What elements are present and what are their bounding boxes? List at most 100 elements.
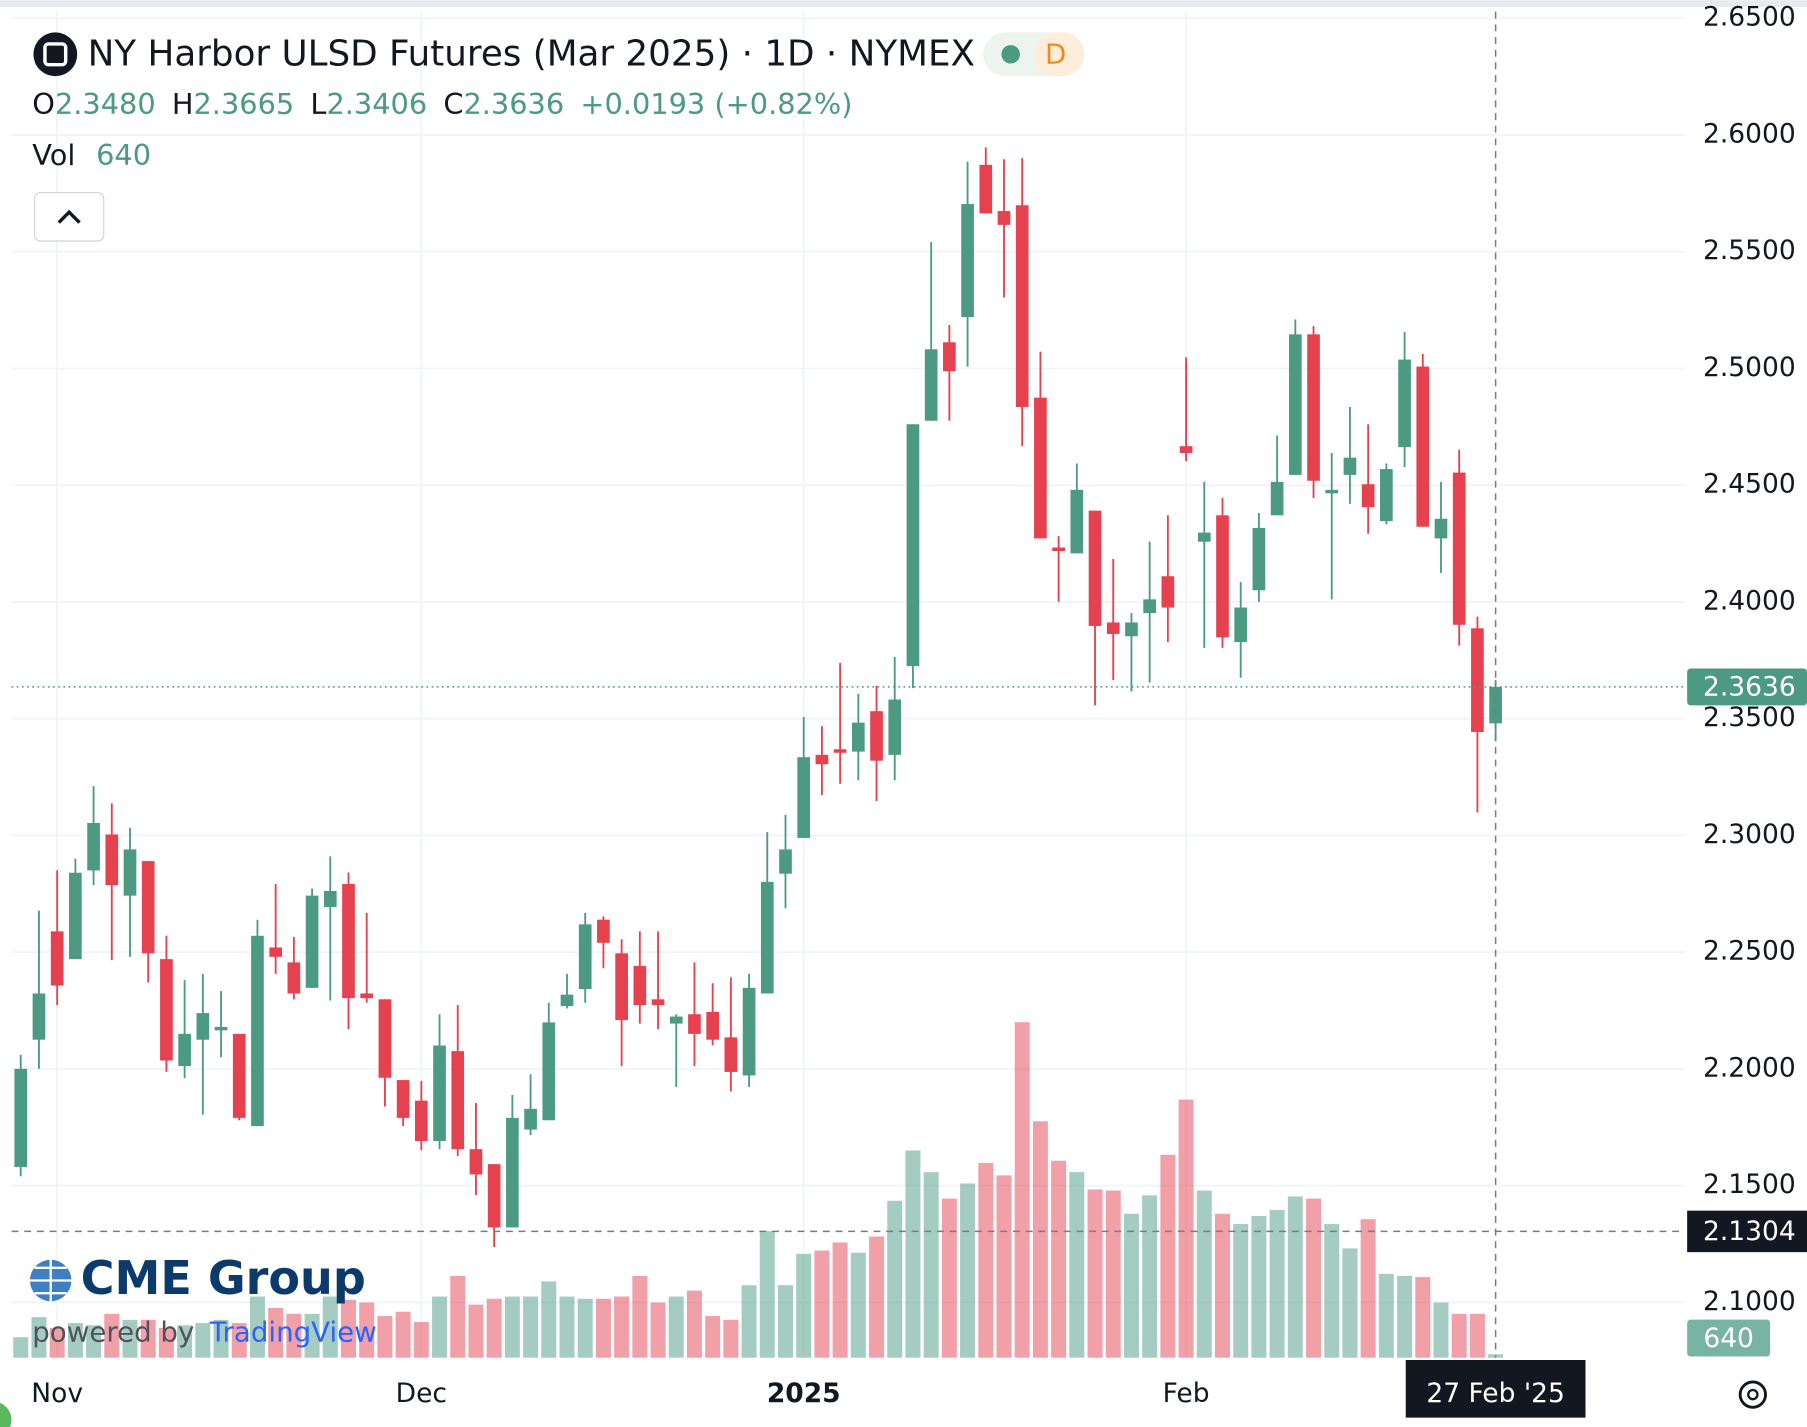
candle-body [542, 1022, 556, 1121]
candle-body [251, 935, 264, 1127]
candle-body [833, 749, 847, 753]
candle-body [633, 965, 647, 1006]
candle-body [1034, 397, 1047, 539]
candle-body [578, 924, 592, 990]
interval-badge-bg [1033, 32, 1085, 77]
volume-bar [705, 1316, 721, 1358]
volume-bar [1287, 1196, 1303, 1358]
corner-indicator [0, 1402, 12, 1427]
symbol-icon [33, 32, 78, 77]
volume-bar [86, 1325, 102, 1358]
x-tick-label: 2025 [767, 1378, 841, 1409]
chart-title: NY Harbor ULSD Futures (Mar 2025) · 1D ·… [88, 33, 975, 74]
candle-body [924, 349, 938, 421]
candle-body [1015, 205, 1029, 407]
volume-bar [650, 1302, 666, 1358]
candle-body [742, 987, 756, 1076]
volume-bar [559, 1296, 575, 1358]
cme-globe-lines [29, 1259, 72, 1302]
y-tick-label: 2.3000 [1703, 819, 1796, 850]
candle-body [1088, 510, 1102, 626]
volume-bar [1215, 1213, 1230, 1358]
candle-body [50, 931, 64, 986]
candle-body [779, 849, 792, 874]
ohlc-value: 2.3636 [463, 87, 564, 121]
y-tick-label: 2.5500 [1703, 235, 1796, 266]
candle-body [451, 1051, 465, 1150]
candle-body [1070, 489, 1084, 554]
volume-bar [195, 1323, 211, 1358]
x-tick-label: Dec [396, 1378, 447, 1409]
volume-bar [905, 1150, 921, 1358]
y-tick-label: 2.1000 [1703, 1286, 1796, 1317]
candle-body [997, 211, 1011, 225]
candle-body [888, 699, 902, 755]
ohlc-key: C [443, 87, 463, 121]
volume-bar [759, 1231, 775, 1358]
volume-bar [595, 1298, 611, 1358]
ohlc-key: H [172, 87, 194, 121]
y-tick-label: 2.6000 [1703, 118, 1796, 149]
volume-bar [869, 1236, 885, 1358]
volume-bar [686, 1290, 702, 1358]
volume-bar [1105, 1190, 1121, 1358]
y-tick-label: 2.4500 [1703, 469, 1796, 500]
y-tick-label: 2.2500 [1703, 936, 1796, 967]
volume-bar [960, 1183, 976, 1358]
candle-body [1234, 607, 1248, 643]
candle-body [396, 1080, 410, 1118]
volume-bar [814, 1250, 830, 1358]
volume-bar [177, 1325, 193, 1358]
y-tick-label: 2.1500 [1703, 1169, 1796, 1200]
tradingview-logo: TradingView [209, 1316, 377, 1349]
volume-bar [468, 1304, 484, 1358]
candle-body [287, 962, 301, 994]
volume-bar [395, 1311, 411, 1358]
collapse-icon [57, 209, 81, 224]
top-border [0, 0, 1807, 8]
candle-body [141, 861, 155, 954]
volume-bar [158, 1327, 174, 1358]
volume-bar [941, 1198, 957, 1358]
volume-bar [1360, 1219, 1376, 1358]
candle-body [160, 959, 173, 1061]
collapse-button[interactable] [33, 192, 105, 242]
candle-body [360, 993, 374, 999]
volume-bar [1196, 1190, 1212, 1358]
candle-body [1361, 484, 1375, 508]
volume-bar [1378, 1273, 1394, 1358]
volume-legend: Vol 640 [32, 138, 151, 172]
candle-body [342, 883, 355, 999]
candle-body [32, 993, 46, 1040]
candle-body [1380, 469, 1393, 522]
volume-bar [359, 1302, 375, 1358]
settings-icon[interactable] [1738, 1380, 1767, 1409]
volume-bar [1433, 1302, 1449, 1358]
candle-body [724, 1037, 738, 1072]
candle-body [1343, 457, 1357, 475]
volume-bar [31, 1317, 47, 1358]
candle-body [1143, 599, 1156, 614]
volume-bar [1451, 1313, 1467, 1358]
volume-bar [1123, 1213, 1139, 1358]
candle-body [524, 1108, 537, 1130]
volume-pane [13, 1022, 1504, 1358]
candles [14, 147, 1502, 1248]
candle-body [506, 1117, 519, 1228]
candle-body [1416, 366, 1430, 527]
cme-logo: CME Group [81, 1251, 366, 1305]
volume-bar [249, 1296, 265, 1358]
candle-body [961, 204, 974, 318]
candle-body [1398, 359, 1411, 448]
volume-bar [1342, 1248, 1358, 1358]
candle-body [706, 1011, 719, 1040]
candle-body [560, 994, 574, 1007]
candle-body [906, 424, 920, 667]
candle-body [87, 823, 100, 871]
y-tick-label: 2.5000 [1703, 352, 1796, 383]
volume-bar [268, 1307, 284, 1358]
volume-bar [796, 1253, 812, 1358]
volume-bar [887, 1200, 903, 1358]
ohlc-key: O [32, 87, 55, 121]
